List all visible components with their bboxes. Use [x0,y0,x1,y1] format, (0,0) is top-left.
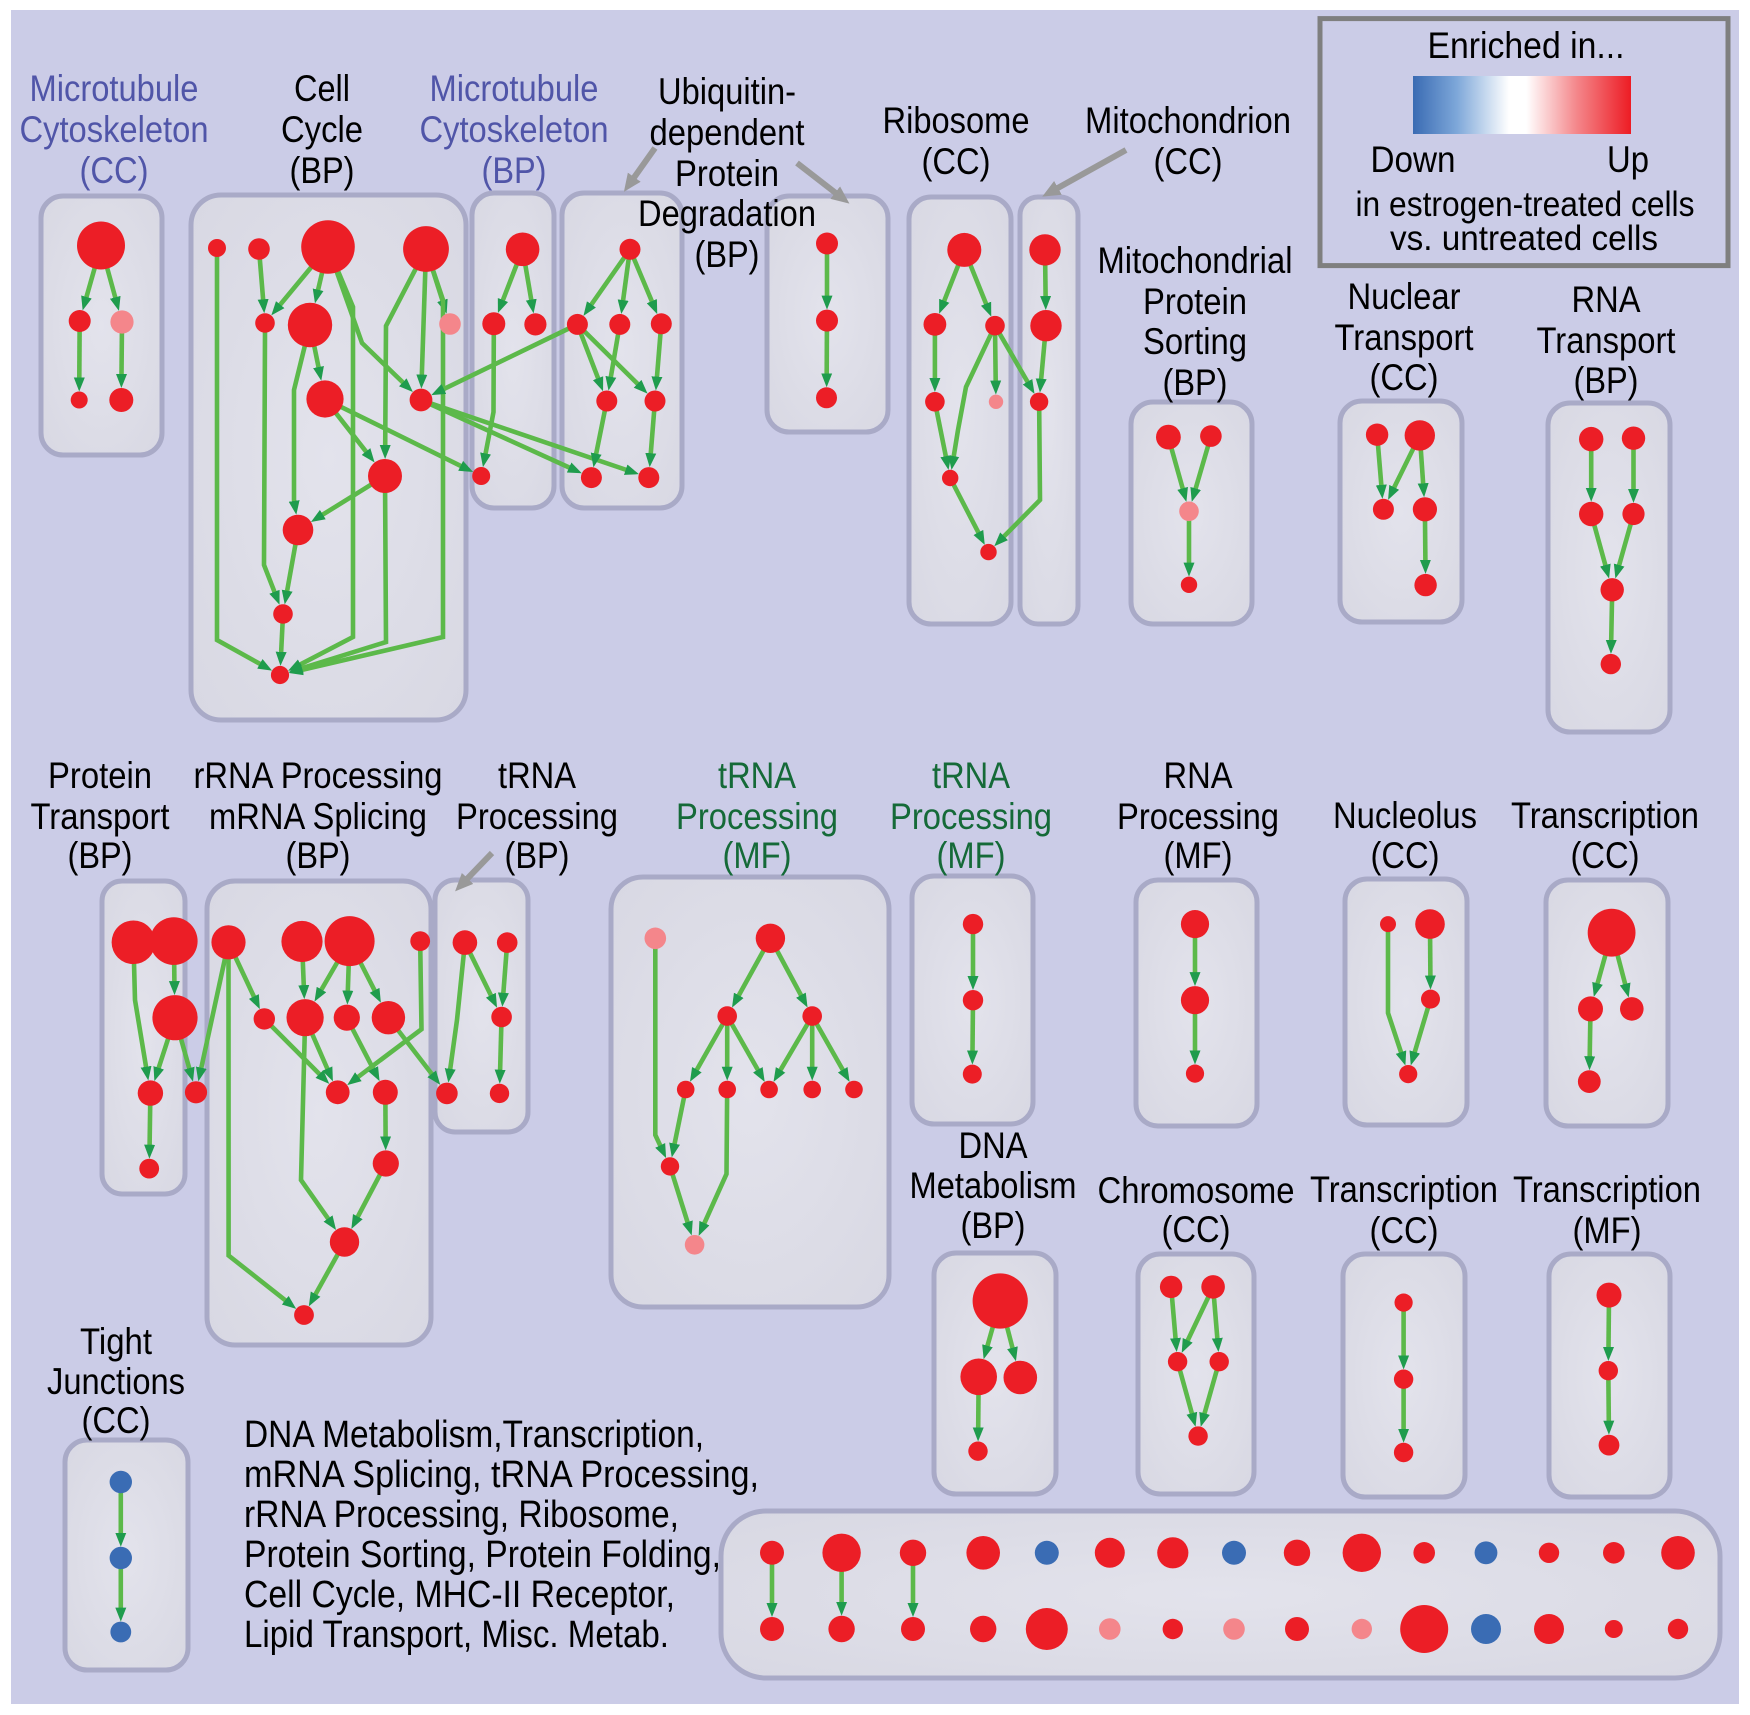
svg-text:(CC): (CC) [1371,835,1440,876]
svg-text:in estrogen-treated cells: in estrogen-treated cells [1356,185,1695,224]
svg-text:Mitochondrial: Mitochondrial [1098,240,1293,281]
svg-text:(BP): (BP) [695,234,760,275]
svg-text:(CC): (CC) [80,150,149,191]
svg-text:mRNA Splicing: mRNA Splicing [209,796,427,837]
svg-text:Transcription: Transcription [1511,795,1699,836]
svg-text:(CC): (CC) [1162,1209,1231,1250]
svg-text:Nucleolus: Nucleolus [1333,795,1477,836]
svg-text:Ubiquitin-: Ubiquitin- [658,71,796,112]
svg-text:Sorting: Sorting [1143,321,1247,362]
svg-text:vs. untreated cells: vs. untreated cells [1390,219,1658,258]
svg-text:Microtubule: Microtubule [430,68,599,109]
svg-text:Processing: Processing [676,796,838,837]
svg-text:Up: Up [1607,139,1649,180]
svg-text:(CC): (CC) [1370,357,1439,398]
svg-text:dependent: dependent [650,112,806,153]
svg-text:(CC): (CC) [82,1400,151,1441]
svg-text:(MF): (MF) [723,835,792,876]
svg-text:Down: Down [1371,139,1456,180]
svg-text:(MF): (MF) [1573,1210,1642,1251]
svg-text:Cell: Cell [294,68,350,109]
svg-text:(BP): (BP) [290,150,355,191]
svg-text:Protein: Protein [675,153,779,194]
svg-text:RNA: RNA [1164,755,1233,796]
svg-text:Transport: Transport [1537,320,1677,361]
svg-text:tRNA: tRNA [718,755,796,796]
svg-text:Junctions: Junctions [47,1361,185,1402]
svg-text:tRNA: tRNA [932,755,1010,796]
svg-text:(BP): (BP) [961,1205,1026,1246]
svg-text:Ribosome: Ribosome [883,100,1030,141]
svg-text:Processing: Processing [890,796,1052,837]
svg-text:mRNA Splicing, tRNA Processing: mRNA Splicing, tRNA Processing, [244,1454,759,1496]
svg-text:(BP): (BP) [1163,362,1228,403]
svg-text:Protein: Protein [1143,281,1247,322]
svg-text:rRNA Processing: rRNA Processing [194,755,443,796]
svg-text:Metabolism: Metabolism [910,1165,1077,1206]
svg-text:(BP): (BP) [505,835,570,876]
svg-text:Tight: Tight [80,1321,153,1362]
svg-text:Microtubule: Microtubule [30,68,199,109]
svg-text:(BP): (BP) [68,835,133,876]
svg-text:tRNA: tRNA [498,755,576,796]
svg-text:Enriched in...: Enriched in... [1428,25,1625,66]
svg-text:(CC): (CC) [1571,835,1640,876]
svg-text:(BP): (BP) [286,835,351,876]
svg-text:(BP): (BP) [482,150,547,191]
svg-text:(CC): (CC) [1370,1210,1439,1251]
svg-text:Mitochondrion: Mitochondrion [1085,100,1291,141]
svg-text:Degradation: Degradation [638,193,816,234]
svg-text:(BP): (BP) [1574,360,1639,401]
svg-text:(MF): (MF) [937,835,1006,876]
svg-text:Transcription: Transcription [1513,1169,1701,1210]
svg-text:Protein: Protein [48,755,152,796]
svg-text:Cell Cycle, MHC-II Receptor,: Cell Cycle, MHC-II Receptor, [244,1574,675,1616]
svg-text:Nuclear: Nuclear [1348,276,1461,317]
svg-text:Cytoskeleton: Cytoskeleton [420,109,609,150]
svg-text:rRNA Processing, Ribosome,: rRNA Processing, Ribosome, [244,1494,679,1536]
svg-text:Chromosome: Chromosome [1098,1170,1295,1211]
svg-text:(CC): (CC) [1154,141,1223,182]
svg-text:Cycle: Cycle [281,109,363,150]
svg-text:DNA Metabolism,Transcription,: DNA Metabolism,Transcription, [244,1414,704,1456]
svg-text:Transport: Transport [1335,317,1475,358]
svg-text:Transcription: Transcription [1310,1169,1498,1210]
svg-text:RNA: RNA [1572,279,1641,320]
svg-text:Processing: Processing [1117,796,1279,837]
svg-text:Cytoskeleton: Cytoskeleton [20,109,209,150]
svg-text:(MF): (MF) [1164,835,1233,876]
svg-text:Transport: Transport [31,796,171,837]
svg-text:Protein Sorting, Protein Foldi: Protein Sorting, Protein Folding, [244,1534,721,1576]
svg-text:Processing: Processing [456,796,618,837]
svg-text:(CC): (CC) [922,141,991,182]
svg-text:Lipid Transport, Misc. Metab.: Lipid Transport, Misc. Metab. [244,1614,669,1656]
svg-text:DNA: DNA [959,1125,1028,1166]
